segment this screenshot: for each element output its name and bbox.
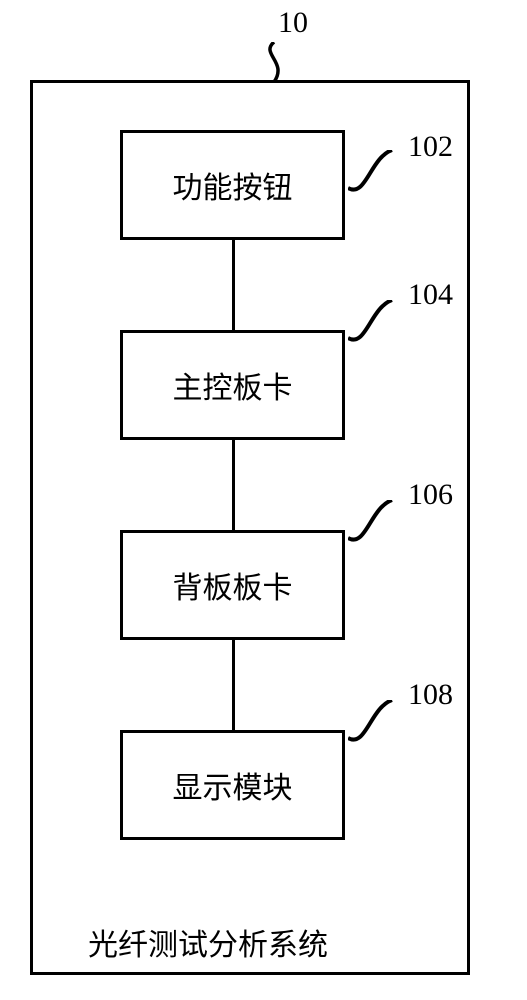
backplane-label: 背板板卡 bbox=[173, 563, 293, 607]
connector-3-4 bbox=[232, 640, 235, 730]
display-module-label: 显示模块 bbox=[173, 763, 293, 807]
diagram-canvas: 10 功能按钮 102 主控板卡 104 背板板卡 106 显示模块 108 光… bbox=[0, 0, 527, 1000]
display-module-box: 显示模块 bbox=[120, 730, 345, 840]
ref-label-102: 102 bbox=[408, 130, 453, 164]
main-ref-label: 10 bbox=[278, 6, 308, 40]
ref-squiggle-104 bbox=[348, 300, 400, 348]
ref-label-108: 108 bbox=[408, 678, 453, 712]
main-board-label: 主控板卡 bbox=[173, 363, 293, 407]
main-board-box: 主控板卡 bbox=[120, 330, 345, 440]
system-caption: 光纤测试分析系统 bbox=[88, 920, 328, 964]
ref-squiggle-106 bbox=[348, 500, 400, 548]
main-ref-squiggle bbox=[250, 42, 298, 82]
ref-squiggle-108 bbox=[348, 700, 400, 748]
connector-1-2 bbox=[232, 240, 235, 330]
backplane-box: 背板板卡 bbox=[120, 530, 345, 640]
func-button-label: 功能按钮 bbox=[173, 163, 293, 207]
func-button-box: 功能按钮 bbox=[120, 130, 345, 240]
ref-label-104: 104 bbox=[408, 278, 453, 312]
connector-2-3 bbox=[232, 440, 235, 530]
ref-squiggle-102 bbox=[348, 150, 400, 198]
ref-label-106: 106 bbox=[408, 478, 453, 512]
